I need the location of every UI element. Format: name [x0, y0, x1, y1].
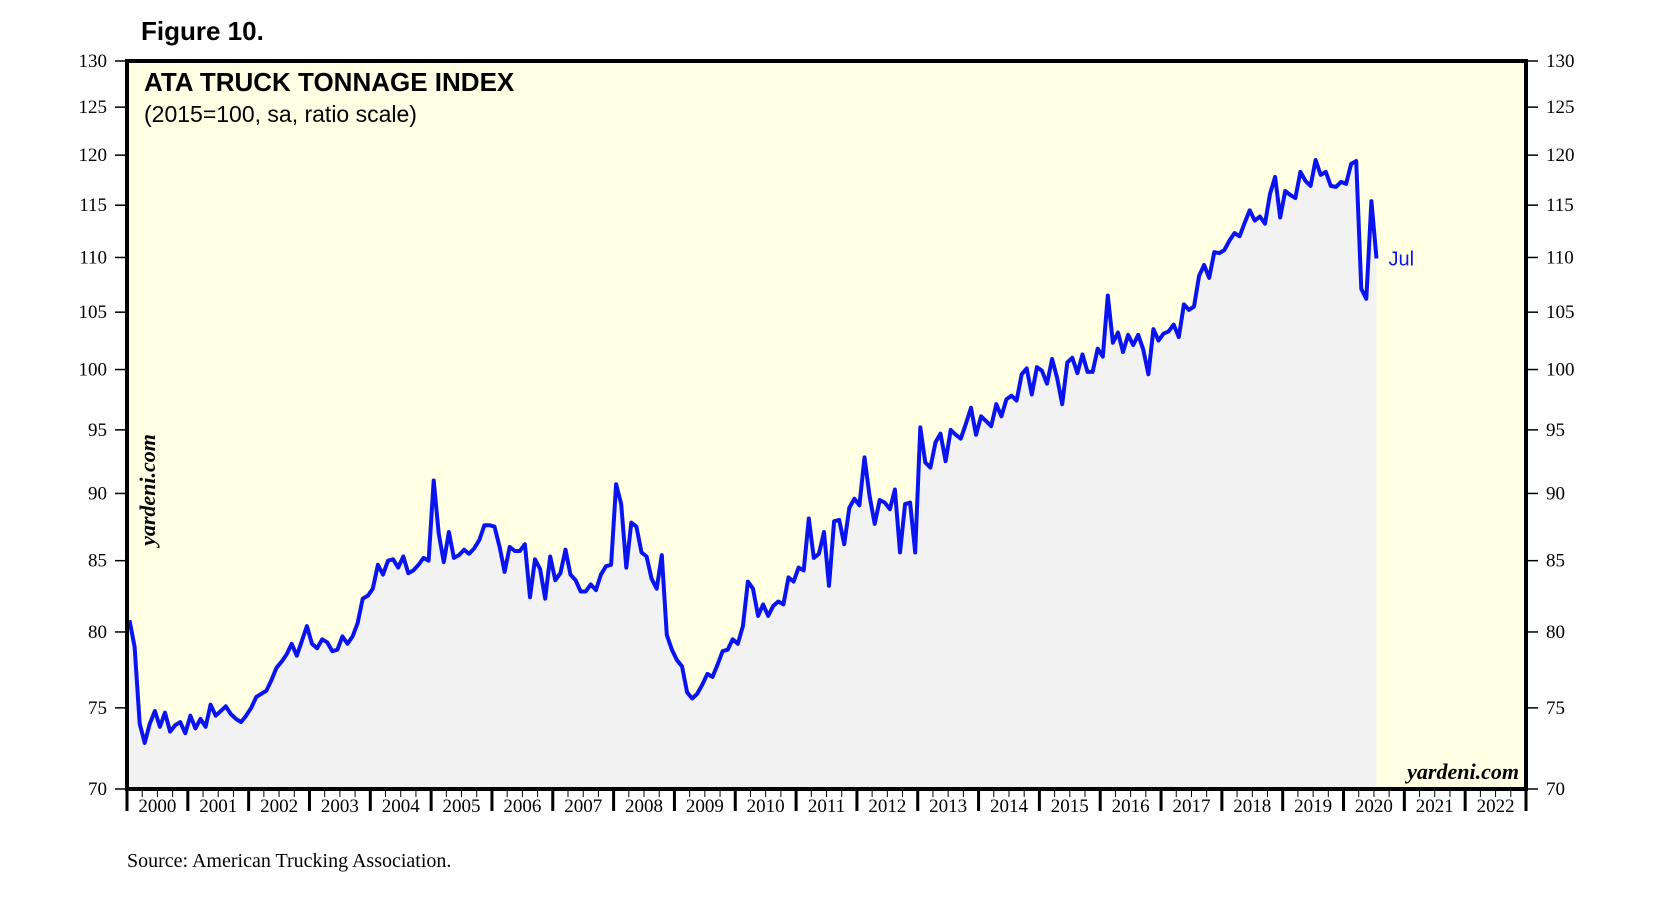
- y-tick-label-left: 110: [79, 247, 107, 268]
- y-tick-label-right: 75: [1546, 698, 1565, 719]
- series-area: [129, 160, 1377, 789]
- x-tick-label: 2002: [260, 796, 298, 817]
- x-tick-label: 2014: [990, 796, 1029, 817]
- x-axis: 2000 2001 2002 2003 2004 2005 2006 2007 2008 2009…: [125, 789, 1528, 817]
- x-tick-label: 2021: [1416, 796, 1454, 817]
- source-note: Source: American Trucking Association.: [127, 850, 452, 872]
- x-tick-label: 2017: [1172, 796, 1210, 817]
- x-tick-label: 2001: [199, 796, 237, 817]
- y-tick-label-right: 95: [1546, 420, 1565, 441]
- chart-subtitle: (2015=100, sa, ratio scale): [144, 101, 417, 127]
- y-tick-label-left: 80: [88, 622, 107, 643]
- x-tick-label: 2018: [1233, 796, 1271, 817]
- y-tick-label-right: 100: [1546, 360, 1575, 381]
- y-tick-label-left: 120: [79, 145, 108, 166]
- watermark-bottom: yardeni.com: [1404, 759, 1519, 784]
- watermark-left: yardeni.com: [135, 434, 160, 549]
- y-tick-label-right: 80: [1546, 622, 1565, 643]
- y-tick-label-right: 120: [1546, 145, 1575, 166]
- y-tick-label-left: 100: [79, 360, 108, 381]
- y-tick-label-right: 110: [1546, 247, 1574, 268]
- area-layer: [129, 160, 1377, 789]
- x-tick-label: 2011: [808, 796, 845, 817]
- y-tick-label-left: 75: [88, 698, 107, 719]
- x-tick-label: 2007: [564, 796, 602, 817]
- y-axis-right: 70 75 80 85 90 95 100 105 110 115 120 125 130: [1526, 51, 1575, 800]
- y-tick-label-right: 125: [1546, 97, 1575, 118]
- y-tick-label-right: 105: [1546, 302, 1575, 323]
- x-tick-label: 2005: [443, 796, 481, 817]
- y-tick-label-right: 85: [1546, 551, 1565, 572]
- y-tick-label-right: 70: [1546, 779, 1565, 800]
- y-tick-label-left: 85: [88, 551, 107, 572]
- y-tick-label-left: 115: [79, 195, 107, 216]
- line-layer: [127, 158, 1379, 745]
- y-tick-label-right: 90: [1546, 483, 1565, 504]
- y-tick-label-left: 105: [79, 302, 108, 323]
- x-tick-label: 2016: [1112, 796, 1150, 817]
- x-tick-label: 2009: [686, 796, 724, 817]
- x-tick-label: 2008: [625, 796, 663, 817]
- figure-label: Figure 10.: [141, 16, 264, 46]
- x-tick-label: 2003: [321, 796, 359, 817]
- y-tick-label-right: 130: [1546, 51, 1575, 72]
- x-tick-label: 2020: [1355, 796, 1393, 817]
- x-tick-label: 2000: [138, 796, 176, 817]
- x-tick-label: 2012: [868, 796, 906, 817]
- series-end-label: Jul: [1388, 249, 1414, 271]
- y-tick-label-left: 130: [79, 51, 108, 72]
- x-tick-label: 2022: [1477, 796, 1515, 817]
- x-tick-label: 2019: [1294, 796, 1332, 817]
- x-tick-label: 2006: [503, 796, 541, 817]
- y-tick-label-right: 115: [1546, 195, 1574, 216]
- x-tick-label: 2010: [747, 796, 785, 817]
- x-tick-label: 2004: [382, 796, 421, 817]
- series-line: [127, 158, 1379, 745]
- y-axis-left: 70 75 80 85 90 95 100 105 110 115 120 125 130: [79, 51, 127, 800]
- y-tick-label-left: 90: [88, 483, 107, 504]
- y-tick-label-left: 95: [88, 420, 107, 441]
- y-tick-label-left: 70: [88, 779, 107, 800]
- y-tick-label-left: 125: [79, 97, 108, 118]
- x-tick-label: 2013: [929, 796, 967, 817]
- chart-title: ATA TRUCK TONNAGE INDEX: [144, 67, 515, 97]
- x-tick-label: 2015: [1051, 796, 1089, 817]
